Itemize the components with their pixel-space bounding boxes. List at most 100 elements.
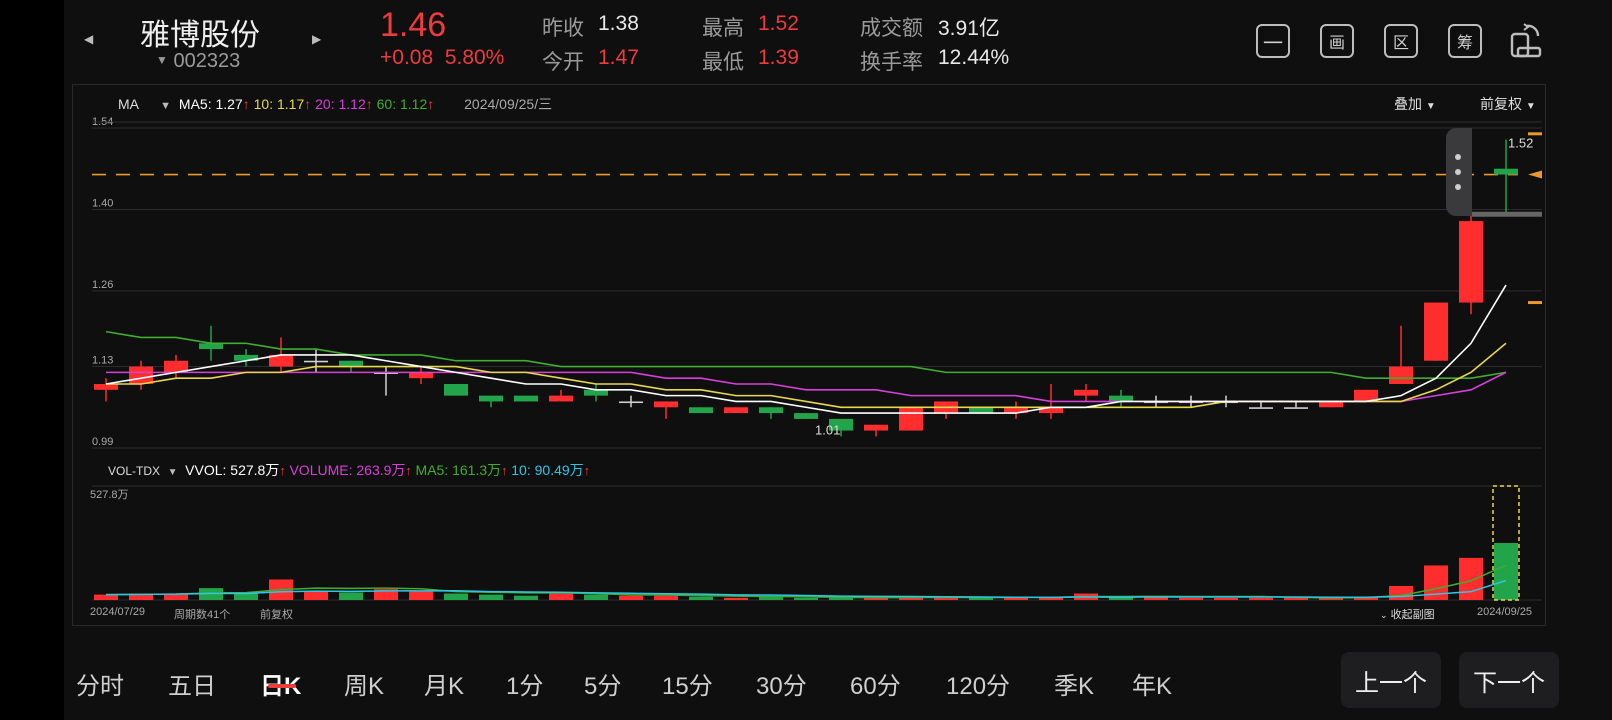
ma20-value: 20: 1.12 — [315, 96, 366, 112]
volume-legend[interactable]: VOL-TDX ▼ VVOL: 527.8万↑ VOLUME: 263.9万↑ … — [108, 460, 590, 480]
stat-value: 1.38 — [598, 12, 639, 35]
volume-bar — [444, 593, 468, 600]
arrow-up-icon: ↑ — [279, 463, 286, 478]
reference-price-marker — [1528, 170, 1542, 179]
range-tool-icon[interactable]: 区 — [1384, 24, 1418, 58]
draw-tool-icon[interactable]: 画 — [1320, 24, 1354, 58]
chevron-down-icon[interactable]: ▼ — [167, 467, 178, 478]
tab-period[interactable]: 周K — [344, 673, 385, 700]
volume-bar — [1494, 542, 1518, 600]
y-tick-label: 1.26 — [92, 279, 113, 291]
arrow-up-icon: ↑ — [304, 96, 312, 112]
volume-bar — [1109, 596, 1133, 600]
volume-bar — [304, 591, 328, 600]
tab-period[interactable]: 五日 — [168, 673, 216, 700]
overlay-dropdown[interactable]: 叠加 ▼ — [1394, 96, 1436, 112]
chart-panel[interactable] — [72, 84, 1546, 626]
candle-body — [1459, 221, 1483, 303]
kline-chart[interactable]: 1.541.401.261.130.991.521.01 — [64, 0, 1612, 640]
tab-period[interactable]: 60分 — [850, 673, 901, 700]
prev-stock-arrow[interactable]: ◀ — [84, 32, 94, 46]
prev-button[interactable]: 上一个 — [1341, 652, 1441, 708]
arrow-up-icon: ↑ — [427, 96, 435, 112]
stock-name: 雅博股份 — [140, 19, 260, 52]
chevron-down-icon: ▼ — [156, 53, 168, 67]
chevron-down-icon[interactable]: ▼ — [160, 100, 172, 112]
ma-indicator[interactable]: MA — [118, 96, 139, 112]
tab-period[interactable]: 30分 — [756, 673, 807, 700]
tab-period[interactable]: 5分 — [584, 673, 622, 700]
tab-period[interactable]: 1分 — [506, 673, 544, 700]
legend-date: 2024/09/25/三 — [464, 96, 553, 112]
candle-body — [1494, 168, 1518, 175]
arrow-up-icon: ↑ — [501, 463, 508, 478]
candle-body — [794, 413, 818, 419]
volume-bar — [1459, 557, 1483, 600]
chips-tool-icon[interactable]: 筹 — [1448, 24, 1482, 58]
candle-body — [1109, 395, 1133, 402]
candle-body — [899, 407, 923, 431]
next-stock-arrow[interactable]: ▶ — [312, 32, 322, 46]
vol-indicator[interactable]: VOL-TDX — [108, 464, 161, 478]
ma60-value: 60: 1.12 — [376, 96, 428, 112]
volume-bar — [129, 593, 153, 600]
adjust-dropdown[interactable]: 前复权 ▼ — [1480, 96, 1536, 112]
line-tool-icon[interactable]: 一 — [1256, 24, 1290, 58]
volume-bar — [479, 594, 503, 600]
volume-bar — [1354, 596, 1378, 600]
tab-period[interactable]: 年K — [1132, 673, 1173, 700]
tab-period[interactable]: 120分 — [946, 673, 1011, 700]
candle-body — [514, 395, 538, 402]
footer-adjust: 前复权 — [260, 609, 293, 621]
tab-period[interactable]: 季K — [1054, 673, 1095, 700]
candle-body — [1424, 302, 1448, 361]
volume-bar — [619, 595, 643, 600]
candle-body — [1319, 401, 1343, 408]
tab-period[interactable]: 分时 — [76, 673, 124, 700]
candle-body — [619, 401, 643, 404]
stat-label: 换手率 — [860, 51, 923, 74]
tab-period[interactable]: 月K — [424, 673, 465, 700]
stock-code-row[interactable]: ▼ 002323 — [156, 50, 240, 73]
candle-body — [129, 366, 153, 384]
candle-body — [1389, 366, 1413, 384]
ma10-value: 10: 1.17 — [253, 96, 305, 112]
collapse-subchart[interactable]: ⌄ 收起副图 — [1380, 609, 1435, 621]
volume-bar — [689, 596, 713, 600]
stock-code: 002323 — [173, 50, 241, 72]
end-date: 2024/09/25 — [1477, 606, 1533, 618]
ma-legend[interactable]: MA ▼ MA5: 1.27↑ 10: 1.17↑ 20: 1.12↑ 60: … — [118, 94, 552, 114]
candle-body — [304, 360, 328, 363]
volume-value: VOLUME: 263.9万 — [289, 462, 406, 478]
drawer-handle[interactable] — [1446, 128, 1472, 216]
candle-body — [689, 407, 713, 414]
volume-bar — [234, 592, 258, 600]
next-button[interactable]: 下一个 — [1459, 652, 1559, 708]
candle-body — [1249, 407, 1273, 409]
volume-bar — [1039, 597, 1063, 600]
high-price-marker: 1.52 — [1508, 136, 1533, 151]
volume-bar — [164, 594, 188, 600]
chevron-double-down-icon: ⌄ — [1380, 610, 1388, 620]
volume-bar — [899, 597, 923, 600]
arrow-up-icon: ↑ — [583, 463, 591, 478]
rotate-screen-icon[interactable] — [1508, 22, 1544, 60]
tab-period[interactable]: 15分 — [662, 673, 713, 700]
candle-body — [654, 401, 678, 408]
ma5-value: MA5: 1.27 — [178, 96, 243, 112]
candle-body — [479, 395, 503, 402]
stat-label: 昨收 — [542, 17, 584, 40]
volume-bar — [94, 594, 118, 600]
candle-body — [549, 395, 573, 402]
period-count: 周期数41个 — [174, 609, 231, 621]
candle-body — [864, 424, 888, 431]
stat-value: 1.52 — [758, 12, 799, 35]
y-tick-label: 1.40 — [92, 197, 113, 209]
volume-bar — [1389, 585, 1413, 600]
volume-bar — [724, 597, 748, 600]
candle-body — [1179, 401, 1203, 404]
stat-value: 1.47 — [598, 46, 639, 69]
candle-body — [829, 418, 853, 431]
volume-bar — [1249, 597, 1273, 600]
start-date: 2024/07/29 — [90, 606, 146, 618]
